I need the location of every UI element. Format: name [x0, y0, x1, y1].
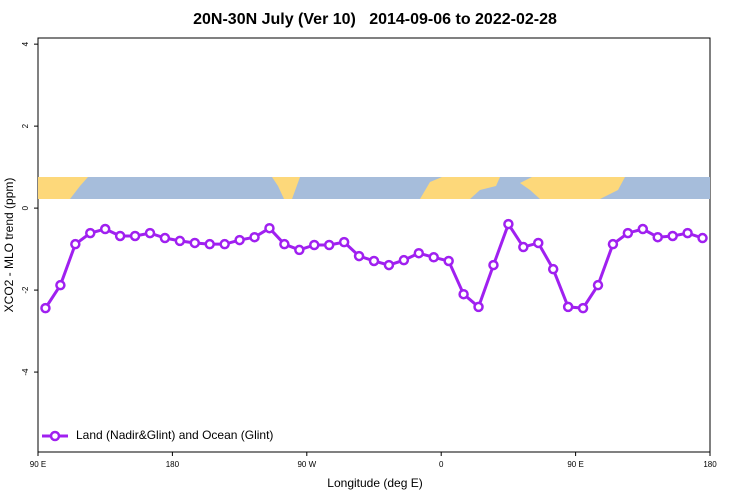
point [518, 241, 529, 253]
point [279, 238, 290, 250]
point [443, 255, 454, 267]
point [413, 247, 425, 259]
point [607, 238, 619, 250]
x-tick-label: 90 E [567, 460, 583, 469]
point [323, 239, 335, 251]
y-tick-label: 0 [21, 205, 30, 210]
point [682, 227, 693, 239]
y-tick-label: 4 [21, 41, 30, 46]
point [577, 302, 589, 314]
x-tick-label: 90 E [30, 460, 46, 469]
point [533, 237, 544, 249]
point [697, 232, 708, 244]
y-tick-label: 2 [21, 123, 30, 128]
point [294, 244, 305, 256]
point [234, 234, 245, 246]
plot-frame [37, 37, 711, 453]
legend-label: Land (Nadir&Glint) and Ocean (Glint) [76, 428, 273, 442]
point [383, 259, 395, 271]
point [85, 227, 96, 239]
point [667, 230, 678, 242]
point [174, 235, 186, 247]
point [55, 279, 66, 291]
point [503, 218, 514, 230]
point [309, 239, 320, 251]
point [144, 227, 156, 239]
point [353, 250, 365, 262]
point [114, 230, 126, 242]
y-axis-label: XCO2 - MLO trend (ppm) [2, 178, 16, 313]
point [219, 238, 230, 250]
point [159, 232, 171, 244]
point [547, 263, 559, 275]
point [204, 238, 215, 250]
point [562, 301, 574, 313]
map-strip [38, 177, 710, 199]
point [70, 238, 81, 250]
point [129, 230, 141, 242]
point [622, 227, 634, 239]
x-axis-label: Longitude (deg E) [327, 476, 422, 490]
point [428, 252, 439, 263]
point [592, 279, 604, 291]
point [473, 301, 484, 313]
point [99, 223, 111, 235]
point [249, 231, 260, 243]
y-tick-label: -4 [21, 368, 30, 376]
point [637, 223, 649, 235]
point [652, 231, 663, 243]
point [264, 222, 275, 234]
point [338, 236, 350, 248]
point [488, 259, 499, 271]
x-tick-label: 180 [166, 460, 180, 469]
legend-marker [49, 430, 61, 442]
point [398, 254, 410, 266]
y-tick-label: -2 [21, 286, 30, 294]
x-tick-label: 180 [703, 460, 717, 469]
x-tick-label: 0 [439, 460, 444, 469]
chart-title: 20N-30N July (Ver 10) 2014-09-06 to 2022… [193, 11, 557, 28]
point [189, 237, 201, 249]
point [458, 288, 469, 300]
x-tick-label: 90 W [297, 460, 316, 469]
point [40, 302, 51, 314]
point [368, 255, 380, 267]
